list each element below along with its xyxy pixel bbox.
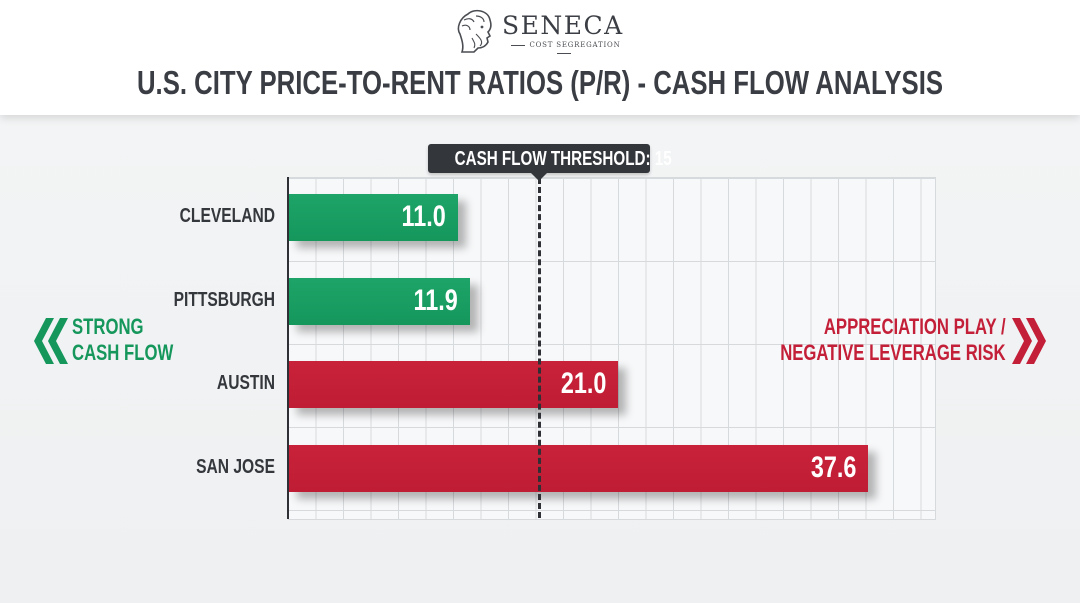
annotation-line: CASH FLOW xyxy=(72,340,174,365)
annotation-line: STRONG xyxy=(72,314,144,339)
bar-pittsburgh: 11.9 xyxy=(289,278,470,325)
city-label: CLEVELAND xyxy=(179,205,275,227)
brand-name: SENECA xyxy=(502,11,624,40)
annotation-line: NEGATIVE LEVERAGE RISK xyxy=(780,340,1006,365)
bar-austin: 21.0 xyxy=(289,361,618,408)
annotation-line: APPRECIATION PLAY / xyxy=(824,314,1006,339)
chart-title: U.S. CITY PRICE-TO-RENT RATIOS (P/R) - C… xyxy=(136,64,944,101)
seneca-logo: SENECA COST SEGREGATION xyxy=(454,8,634,54)
bar-value: 11.0 xyxy=(401,200,446,233)
threshold-label-text: CASH FLOW THRESHOLD: 15 xyxy=(454,148,672,170)
strong-cash-flow-text: STRONG CASH FLOW xyxy=(72,314,173,366)
threshold-dashed-line xyxy=(538,178,541,518)
city-label: SAN JOSE xyxy=(196,456,275,478)
double-chevron-right-icon xyxy=(1012,318,1046,364)
philosopher-bust-icon xyxy=(457,9,492,53)
bar-value: 37.6 xyxy=(810,451,856,484)
bar-value: 21.0 xyxy=(560,367,606,400)
header: SENECA COST SEGREGATION U.S. CITY PRICE-… xyxy=(0,0,1080,115)
city-label: PITTSBURGH xyxy=(173,289,275,311)
bar-cleveland: 11.0 xyxy=(289,194,458,241)
bar-value: 11.9 xyxy=(413,284,458,317)
bar-san-jose: 37.6 xyxy=(289,445,868,492)
appreciation-play-text: APPRECIATION PLAY / NEGATIVE LEVERAGE RI… xyxy=(781,314,1006,366)
brand-tagline: COST SEGREGATION xyxy=(502,41,626,57)
double-chevron-left-icon xyxy=(34,318,68,364)
city-label: AUSTIN xyxy=(216,372,275,394)
threshold-label: CASH FLOW THRESHOLD: 15 xyxy=(428,144,672,181)
y-axis-line xyxy=(287,177,289,519)
appreciation-play-annotation: APPRECIATION PLAY / NEGATIVE LEVERAGE RI… xyxy=(750,314,1050,368)
